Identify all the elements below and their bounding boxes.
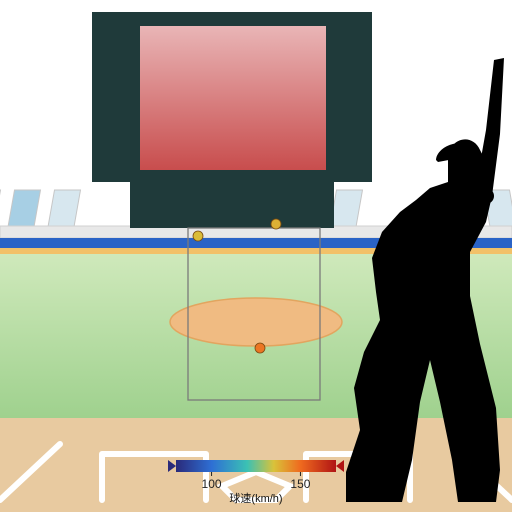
chart-svg: 100 150 球速(km/h)	[0, 0, 512, 512]
scoreboard-screen	[140, 26, 326, 170]
pitchers-mound	[170, 298, 342, 346]
pitch-marker	[271, 219, 281, 229]
legend-tick-label: 100	[202, 477, 222, 491]
speed-legend-bar	[176, 460, 336, 472]
pitch-marker	[255, 343, 265, 353]
legend-tick-label: 150	[290, 477, 310, 491]
pitch-location-chart: 100 150 球速(km/h)	[0, 0, 512, 512]
pitch-marker	[193, 231, 203, 241]
legend-axis-label: 球速(km/h)	[229, 491, 282, 505]
